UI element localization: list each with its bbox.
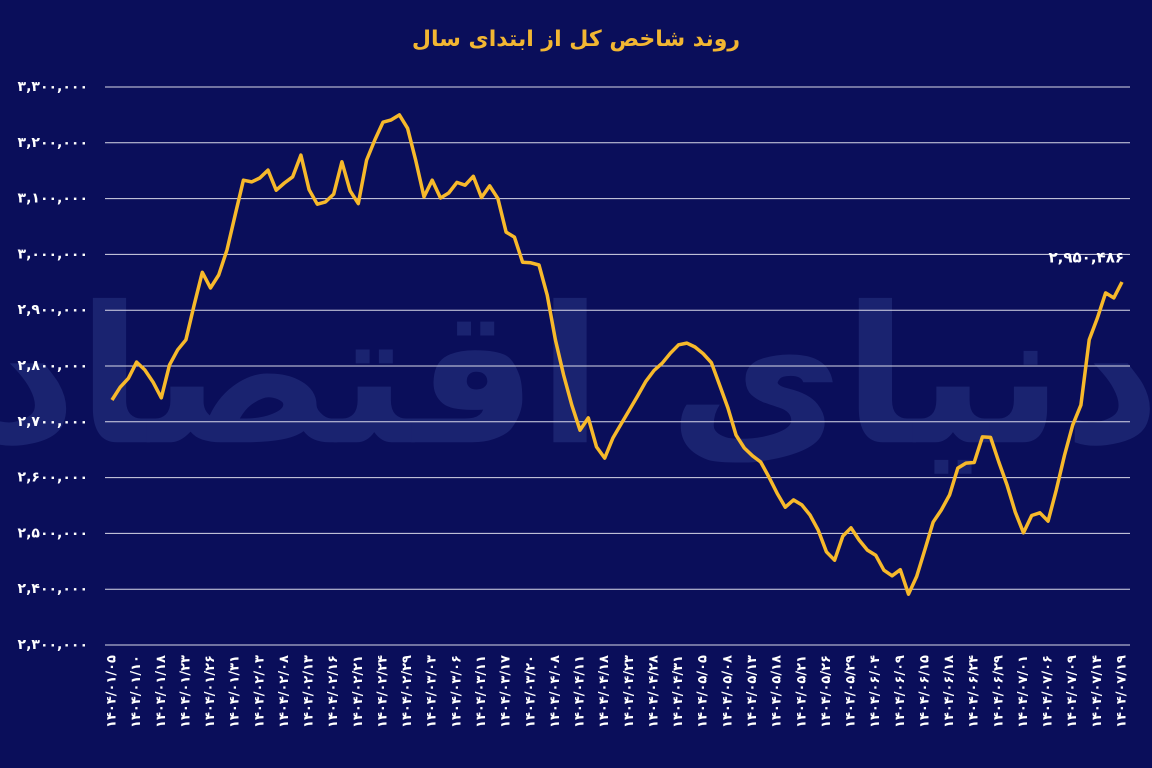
x-tick-label: ۱۴۰۴/۰۴/۲۸ bbox=[646, 655, 661, 728]
x-tick-label: ۱۴۰۴/۰۱/۲۶ bbox=[203, 655, 218, 728]
y-tick-label: ۲,۸۰۰,۰۰۰ bbox=[18, 358, 88, 374]
x-tick-label: ۱۴۰۴/۰۱/۳۱ bbox=[228, 655, 243, 728]
x-tick-label: ۱۴۰۴/۰۳/۲۰ bbox=[523, 655, 538, 728]
y-tick-label: ۳,۱۰۰,۰۰۰ bbox=[18, 191, 88, 207]
y-tick-label: ۲,۷۰۰,۰۰۰ bbox=[18, 414, 88, 430]
y-tick-label: ۳,۲۰۰,۰۰۰ bbox=[18, 135, 88, 151]
x-tick-label: ۱۴۰۴/۰۵/۱۸ bbox=[770, 655, 785, 728]
x-tick-label: ۱۴۰۴/۰۶/۱۸ bbox=[942, 655, 957, 728]
x-tick-label: ۱۴۰۴/۰۳/۱۷ bbox=[499, 655, 514, 728]
y-tick-label: ۲,۴۰۰,۰۰۰ bbox=[18, 581, 88, 597]
x-tick-label: ۱۴۰۴/۰۴/۱۸ bbox=[597, 655, 612, 728]
index-line bbox=[110, 113, 1124, 596]
y-tick-label: ۳,۳۰۰,۰۰۰ bbox=[18, 79, 88, 95]
x-tick-label: ۱۴۰۴/۰۷/۱۴ bbox=[1090, 655, 1105, 728]
y-tick-label: ۲,۵۰۰,۰۰۰ bbox=[18, 525, 88, 541]
x-tick-label: ۱۴۰۴/۰۶/۲۹ bbox=[991, 655, 1006, 728]
x-tick-label: ۱۴۰۴/۰۲/۱۶ bbox=[326, 655, 341, 728]
x-tick-label: ۱۴۰۴/۰۱/۱۰ bbox=[129, 655, 144, 728]
x-tick-label: ۱۴۰۴/۰۳/۰۳ bbox=[425, 655, 440, 728]
x-tick-label: ۱۴۰۴/۰۲/۲۱ bbox=[351, 655, 366, 728]
x-tick-label: ۱۴۰۴/۰۶/۲۴ bbox=[967, 655, 982, 728]
x-tick-label: ۱۴۰۴/۰۴/۰۸ bbox=[548, 655, 563, 728]
x-tick-label: ۱۴۰۴/۰۶/۱۵ bbox=[917, 655, 932, 728]
x-tick-label: ۱۴۰۴/۰۳/۰۶ bbox=[449, 655, 464, 728]
watermark: دنیای اقتصاد bbox=[0, 266, 1152, 487]
x-tick-label: ۱۴۰۴/۰۴/۱۱ bbox=[573, 655, 588, 728]
x-tick-label: ۱۴۰۴/۰۱/۰۵ bbox=[105, 655, 120, 728]
x-tick-label: ۱۴۰۴/۰۷/۰۱ bbox=[1016, 655, 1031, 728]
x-tick-label: ۱۴۰۴/۰۶/۰۹ bbox=[893, 655, 908, 728]
x-tick-label: ۱۴۰۴/۰۵/۲۹ bbox=[844, 655, 859, 728]
value-label: ۲,۹۵۰,۴۸۶ bbox=[1049, 249, 1124, 267]
x-tick-label: ۱۴۰۴/۰۲/۲۹ bbox=[400, 655, 415, 728]
x-tick-label: ۱۴۰۴/۰۵/۲۶ bbox=[819, 655, 834, 728]
x-tick-label: ۱۴۰۴/۰۵/۲۱ bbox=[794, 655, 809, 728]
x-tick-label: ۱۴۰۴/۰۴/۳۱ bbox=[671, 655, 686, 728]
x-tick-label: ۱۴۰۴/۰۴/۲۳ bbox=[622, 655, 637, 728]
y-tick-label: ۲,۶۰۰,۰۰۰ bbox=[18, 470, 88, 486]
x-tick-label: ۱۴۰۴/۰۱/۲۳ bbox=[178, 655, 193, 728]
x-tick-label: ۱۴۰۴/۰۷/۰۹ bbox=[1065, 655, 1080, 728]
x-tick-label: ۱۴۰۴/۰۵/۰۵ bbox=[696, 655, 711, 728]
x-tick-label: ۱۴۰۴/۰۱/۱۸ bbox=[154, 655, 169, 728]
y-tick-label: ۲,۳۰۰,۰۰۰ bbox=[18, 637, 88, 653]
x-tick-label: ۱۴۰۴/۰۶/۰۴ bbox=[868, 655, 883, 728]
x-tick-label: ۱۴۰۴/۰۲/۰۳ bbox=[252, 655, 267, 728]
x-tick-label: ۱۴۰۴/۰۷/۰۶ bbox=[1041, 655, 1056, 728]
x-tick-label: ۱۴۰۴/۰۲/۱۳ bbox=[302, 655, 317, 728]
x-tick-label: ۱۴۰۴/۰۲/۰۸ bbox=[277, 655, 292, 728]
y-tick-label: ۲,۹۰۰,۰۰۰ bbox=[18, 302, 88, 318]
chart-title: روند شاخص کل از ابتدای سال bbox=[412, 27, 740, 52]
x-tick-label: ۱۴۰۴/۰۳/۱۱ bbox=[474, 655, 489, 728]
y-tick-label: ۳,۰۰۰,۰۰۰ bbox=[18, 246, 88, 262]
x-tick-label: ۱۴۰۴/۰۲/۲۴ bbox=[375, 655, 390, 728]
x-tick-label: ۱۴۰۴/۰۵/۰۸ bbox=[720, 655, 735, 728]
x-tick-label: ۱۴۰۴/۰۵/۱۳ bbox=[745, 655, 760, 728]
x-tick-label: ۱۴۰۴/۰۷/۱۹ bbox=[1115, 655, 1130, 728]
